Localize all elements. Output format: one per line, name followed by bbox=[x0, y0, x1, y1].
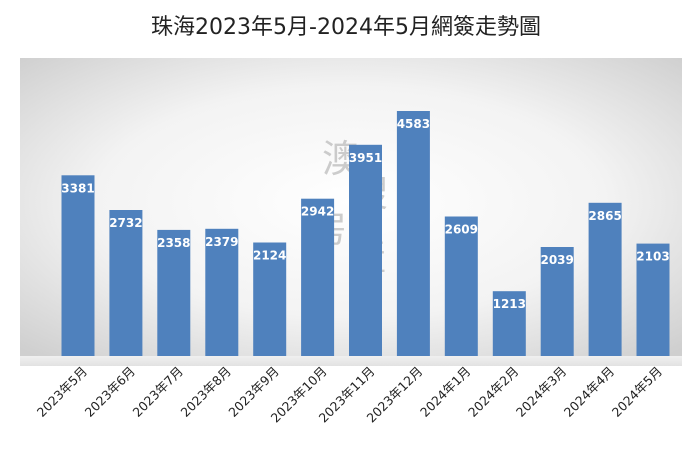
bar-2024年2月 bbox=[492, 291, 526, 356]
bar-2024年4月 bbox=[588, 202, 622, 356]
chart-title: 珠海2023年5月-2024年5月網簽走勢圖 bbox=[151, 15, 541, 40]
bar-2023年8月 bbox=[205, 228, 239, 356]
data-label-2023年6月: 2732 bbox=[109, 216, 142, 230]
data-label-2024年2月: 1213 bbox=[493, 297, 526, 311]
data-label-2023年11月: 3951 bbox=[349, 151, 382, 165]
bar-2024年5月 bbox=[636, 243, 670, 356]
data-label-2023年5月: 3381 bbox=[61, 181, 94, 195]
data-labels: 3381 2732 2358 2379 2124 2942 3951 4583 2609 1213… bbox=[61, 117, 669, 311]
data-label-2024年5月: 2103 bbox=[636, 250, 669, 264]
bar-2023年5月 bbox=[61, 175, 95, 356]
bar-2023年7月 bbox=[157, 229, 191, 356]
data-label-2024年1月: 2609 bbox=[445, 223, 478, 237]
data-label-2024年3月: 2039 bbox=[540, 253, 573, 267]
bar-2023年6月 bbox=[109, 210, 143, 356]
bar-2024年3月 bbox=[540, 247, 574, 356]
bars bbox=[61, 111, 670, 356]
data-label-2023年7月: 2358 bbox=[157, 236, 190, 250]
plot-floor bbox=[20, 356, 682, 366]
data-label-2023年12月: 4583 bbox=[397, 117, 430, 131]
bar-2023年11月 bbox=[349, 144, 382, 356]
bar-2024年1月 bbox=[444, 216, 478, 356]
bar-2023年12月 bbox=[396, 111, 430, 356]
bar-2023年10月 bbox=[301, 198, 335, 356]
data-label-2023年9月: 2124 bbox=[253, 249, 286, 263]
data-label-2023年8月: 2379 bbox=[205, 235, 238, 249]
data-label-2024年4月: 2865 bbox=[588, 209, 621, 223]
bar-2023年9月 bbox=[253, 242, 287, 356]
data-label-2023年10月: 2942 bbox=[301, 205, 334, 219]
